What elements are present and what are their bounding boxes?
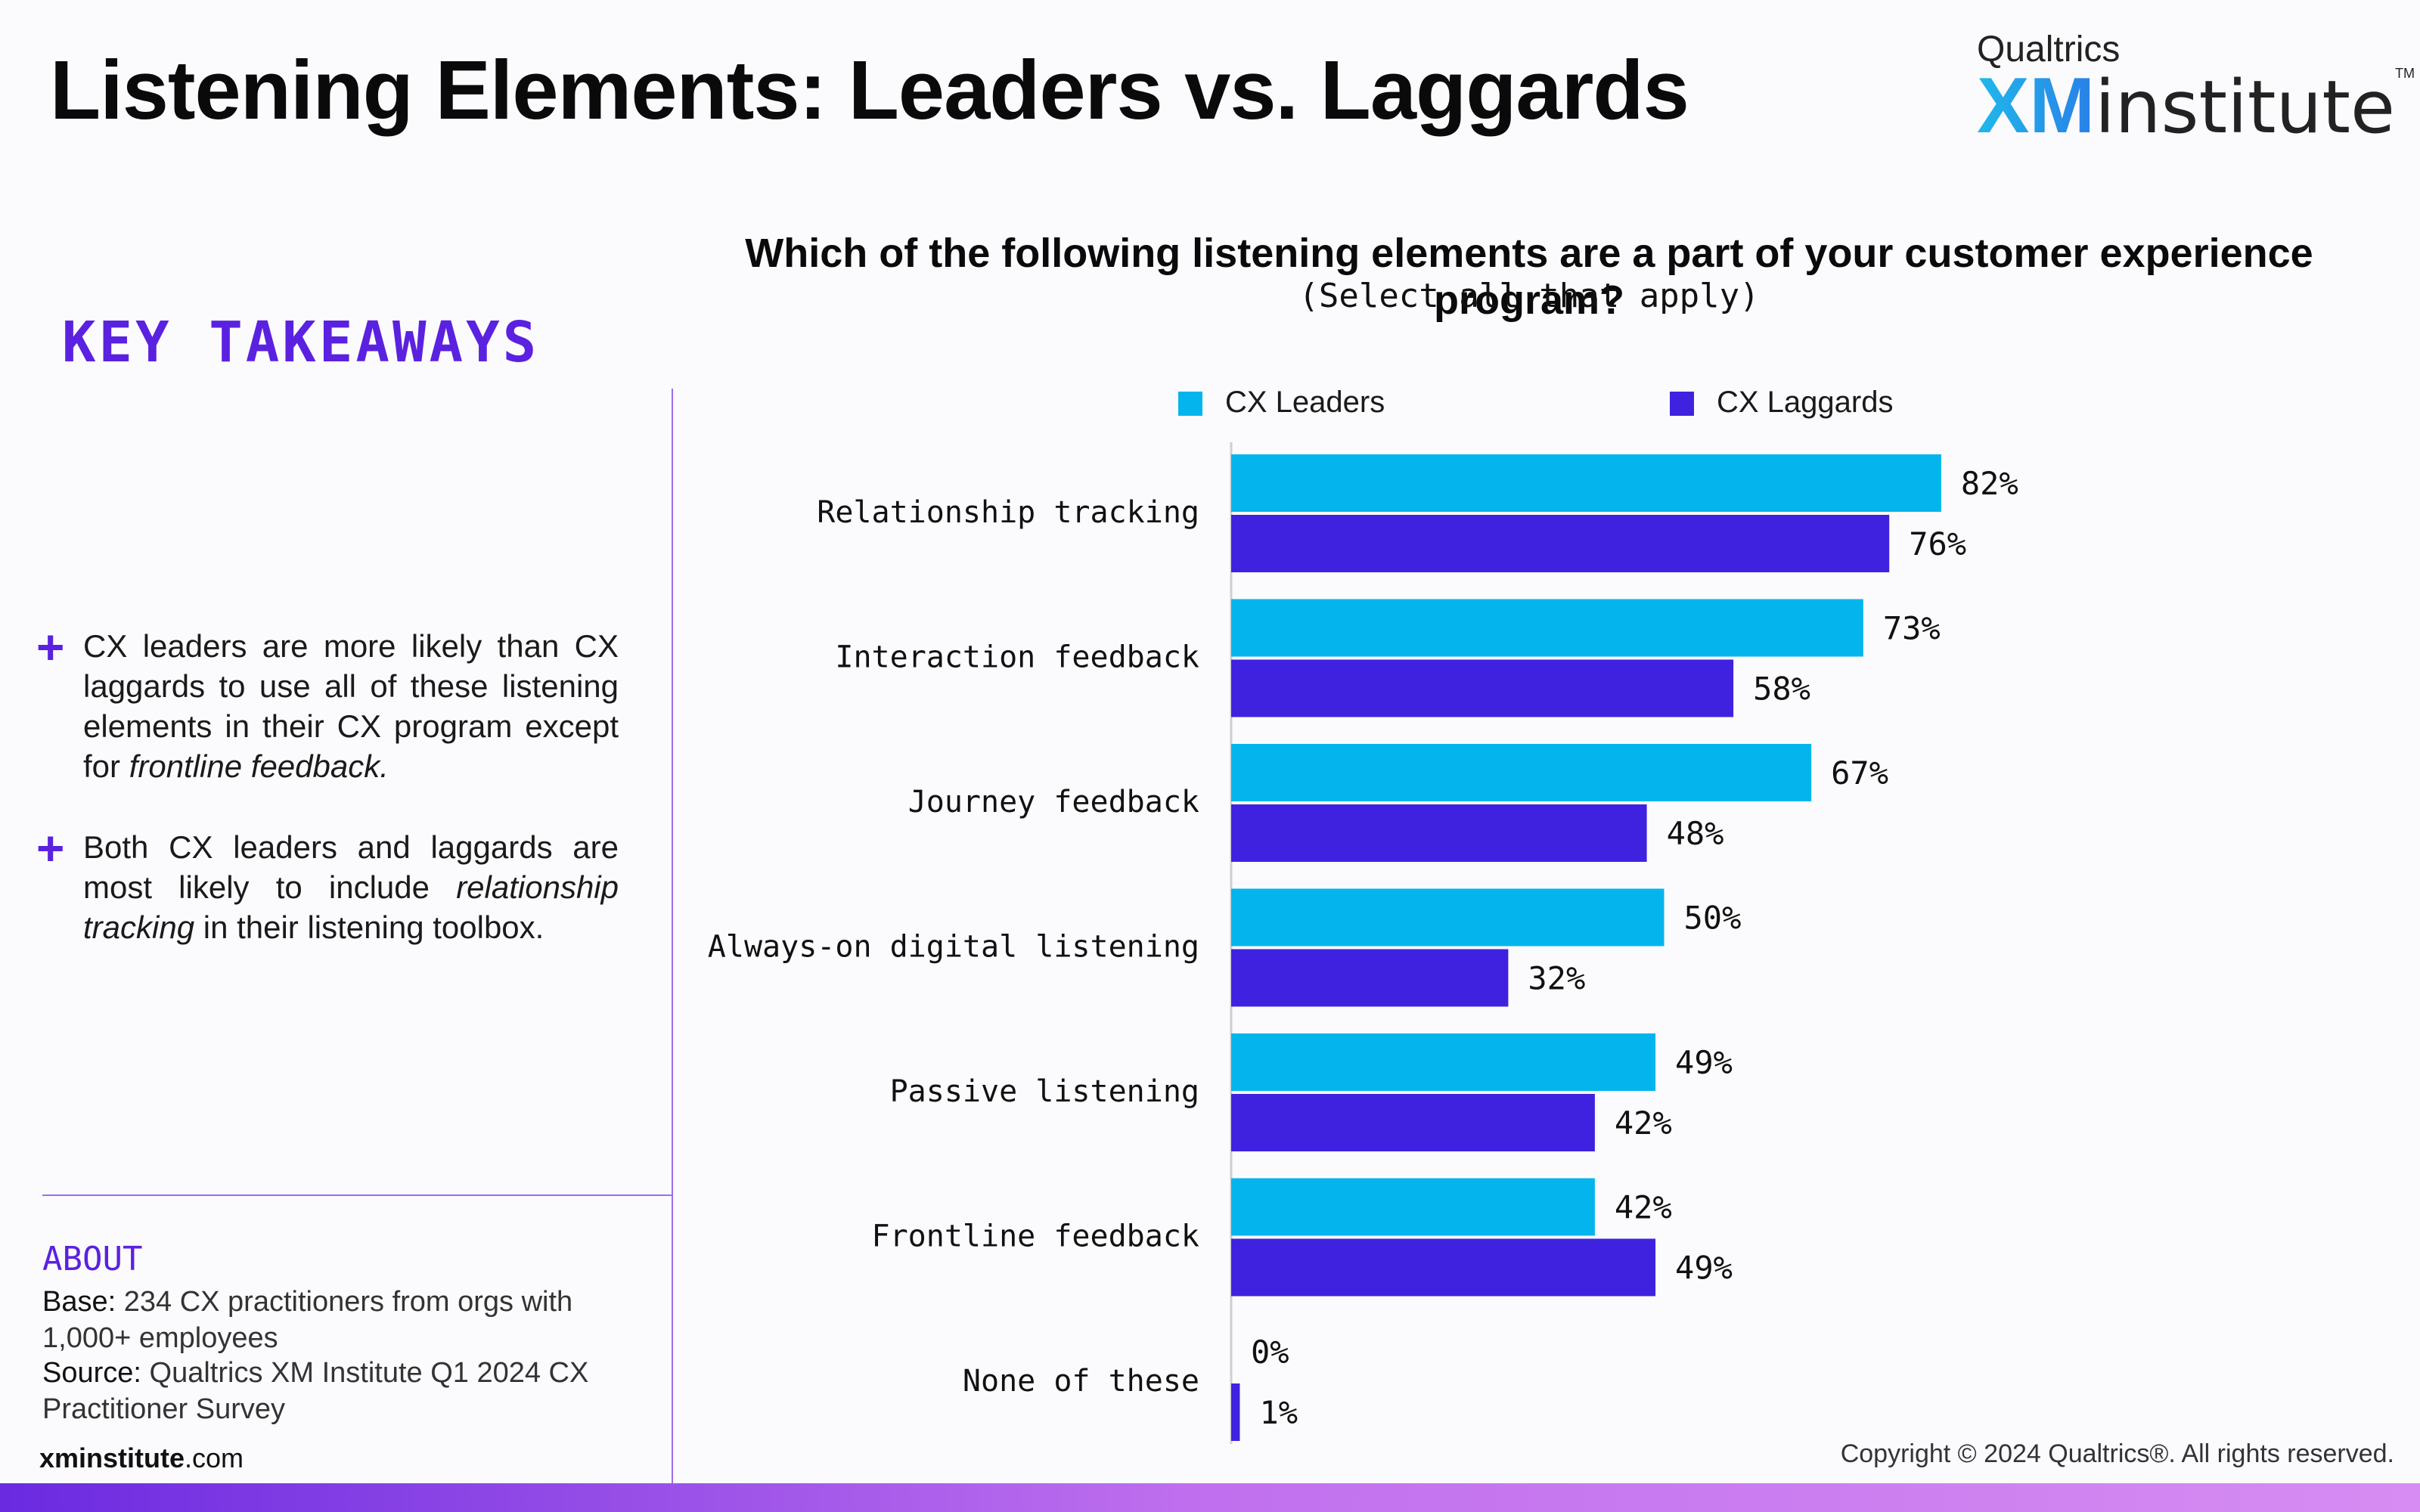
- copyright: Copyright © 2024 Qualtrics®. All rights …: [1840, 1439, 2394, 1468]
- data-label: 48%: [1667, 815, 1724, 852]
- vertical-divider: [672, 389, 673, 1485]
- category-label: Passive listening: [890, 1074, 1199, 1109]
- legend-label-laggards: CX Laggards: [1717, 386, 1894, 419]
- site-link-rest: .com: [185, 1442, 244, 1473]
- takeaway-item-1: + CX leaders are more likely than CX lag…: [36, 620, 619, 786]
- category-label: Relationship tracking: [817, 495, 1199, 530]
- category-label: Interaction feedback: [835, 640, 1199, 675]
- bar-leaders: [1231, 1178, 1595, 1236]
- takeaway-2-emphasis: relationship tracking: [83, 869, 619, 945]
- about-heading: ABOUT: [42, 1240, 143, 1278]
- about-base: Base: 234 CX practitioners from orgs wit…: [42, 1284, 632, 1356]
- category-label: Frontline feedback: [872, 1219, 1199, 1254]
- logo-trademark: TM: [2395, 66, 2415, 81]
- plus-icon: +: [36, 821, 65, 875]
- data-label: 32%: [1528, 960, 1585, 997]
- takeaway-2-text-end: in their listening toolbox.: [194, 909, 544, 945]
- takeaway-2-text: Both CX leaders and laggards are most li…: [83, 829, 619, 905]
- site-link[interactable]: xminstitute.com: [39, 1442, 244, 1474]
- data-label: 49%: [1675, 1044, 1733, 1081]
- data-label: 49%: [1675, 1250, 1733, 1287]
- logo-institute: institute: [2095, 65, 2396, 150]
- logo-xm: XM: [1977, 62, 2095, 150]
- data-label: 42%: [1615, 1189, 1672, 1226]
- bar-laggards: [1231, 1238, 1656, 1297]
- bar-laggards: [1231, 1094, 1595, 1151]
- category-label: Journey feedback: [908, 785, 1199, 820]
- source-label: Source:: [42, 1357, 141, 1389]
- category-label: None of these: [963, 1364, 1199, 1399]
- takeaway-1-emphasis: frontline feedback.: [129, 748, 389, 784]
- site-link-bold: xminstitute: [39, 1442, 185, 1473]
- key-takeaways-heading: KEY TAKEAWAYS: [62, 310, 540, 375]
- data-label: 82%: [1961, 465, 2018, 502]
- qualtrics-xm-institute-logo: Qualtrics XMinstituteTM: [1977, 29, 2415, 150]
- bar-leaders: [1231, 888, 1665, 947]
- category-label: Always-on digital listening: [708, 930, 1199, 965]
- logo-main-text: XMinstituteTM: [1977, 67, 2415, 145]
- chart-subtitle: (Select all that apply): [1298, 277, 1760, 315]
- legend-label-leaders: CX Leaders: [1225, 386, 1385, 419]
- legend-item-laggards: CX Laggards: [1670, 386, 1893, 420]
- source-text: Qualtrics XM Institute Q1 2024 CX Practi…: [42, 1357, 589, 1425]
- data-label: 0%: [1251, 1334, 1289, 1371]
- takeaway-text-1: CX leaders are more likely than CX lagga…: [83, 626, 619, 786]
- about-source: Source: Qualtrics XM Institute Q1 2024 C…: [42, 1355, 632, 1427]
- legend-item-leaders: CX Leaders: [1178, 386, 1385, 420]
- bar-laggards: [1231, 1383, 1240, 1441]
- bar-leaders: [1231, 1033, 1656, 1091]
- takeaway-1-text: CX leaders are more likely than CX lagga…: [83, 628, 619, 784]
- base-text: 234 CX practitioners from orgs with 1,00…: [42, 1286, 573, 1354]
- legend-swatch-leaders: [1178, 392, 1202, 417]
- data-label: 42%: [1615, 1105, 1672, 1142]
- bar-laggards: [1231, 949, 1509, 1007]
- data-label: 1%: [1259, 1394, 1298, 1431]
- data-label: 76%: [1909, 525, 1966, 562]
- bar-laggards: [1231, 515, 1890, 572]
- data-label: 58%: [1753, 671, 1810, 708]
- takeaway-text-2: Both CX leaders and laggards are most li…: [83, 827, 619, 947]
- bar-leaders: [1231, 454, 1941, 512]
- data-label: 50%: [1684, 900, 1742, 937]
- legend-swatch-laggards: [1670, 392, 1694, 417]
- takeaway-item-2: + Both CX leaders and laggards are most …: [36, 821, 619, 947]
- page-title: Listening Elements: Leaders vs. Laggards: [50, 44, 1689, 137]
- horizontal-divider: [42, 1194, 673, 1196]
- bottom-gradient-bar: [0, 1483, 2420, 1512]
- logo-top-text: Qualtrics: [1977, 29, 2121, 70]
- bar-laggards: [1231, 659, 1734, 717]
- chart-title: Which of the following listening element…: [745, 231, 2313, 323]
- bar-leaders: [1231, 599, 1863, 657]
- bar-laggards: [1231, 804, 1647, 862]
- base-label: Base:: [42, 1286, 116, 1318]
- data-label: 67%: [1831, 754, 1888, 792]
- plus-icon: +: [36, 620, 65, 674]
- bar-leaders: [1231, 744, 1812, 801]
- data-label: 73%: [1883, 610, 1941, 647]
